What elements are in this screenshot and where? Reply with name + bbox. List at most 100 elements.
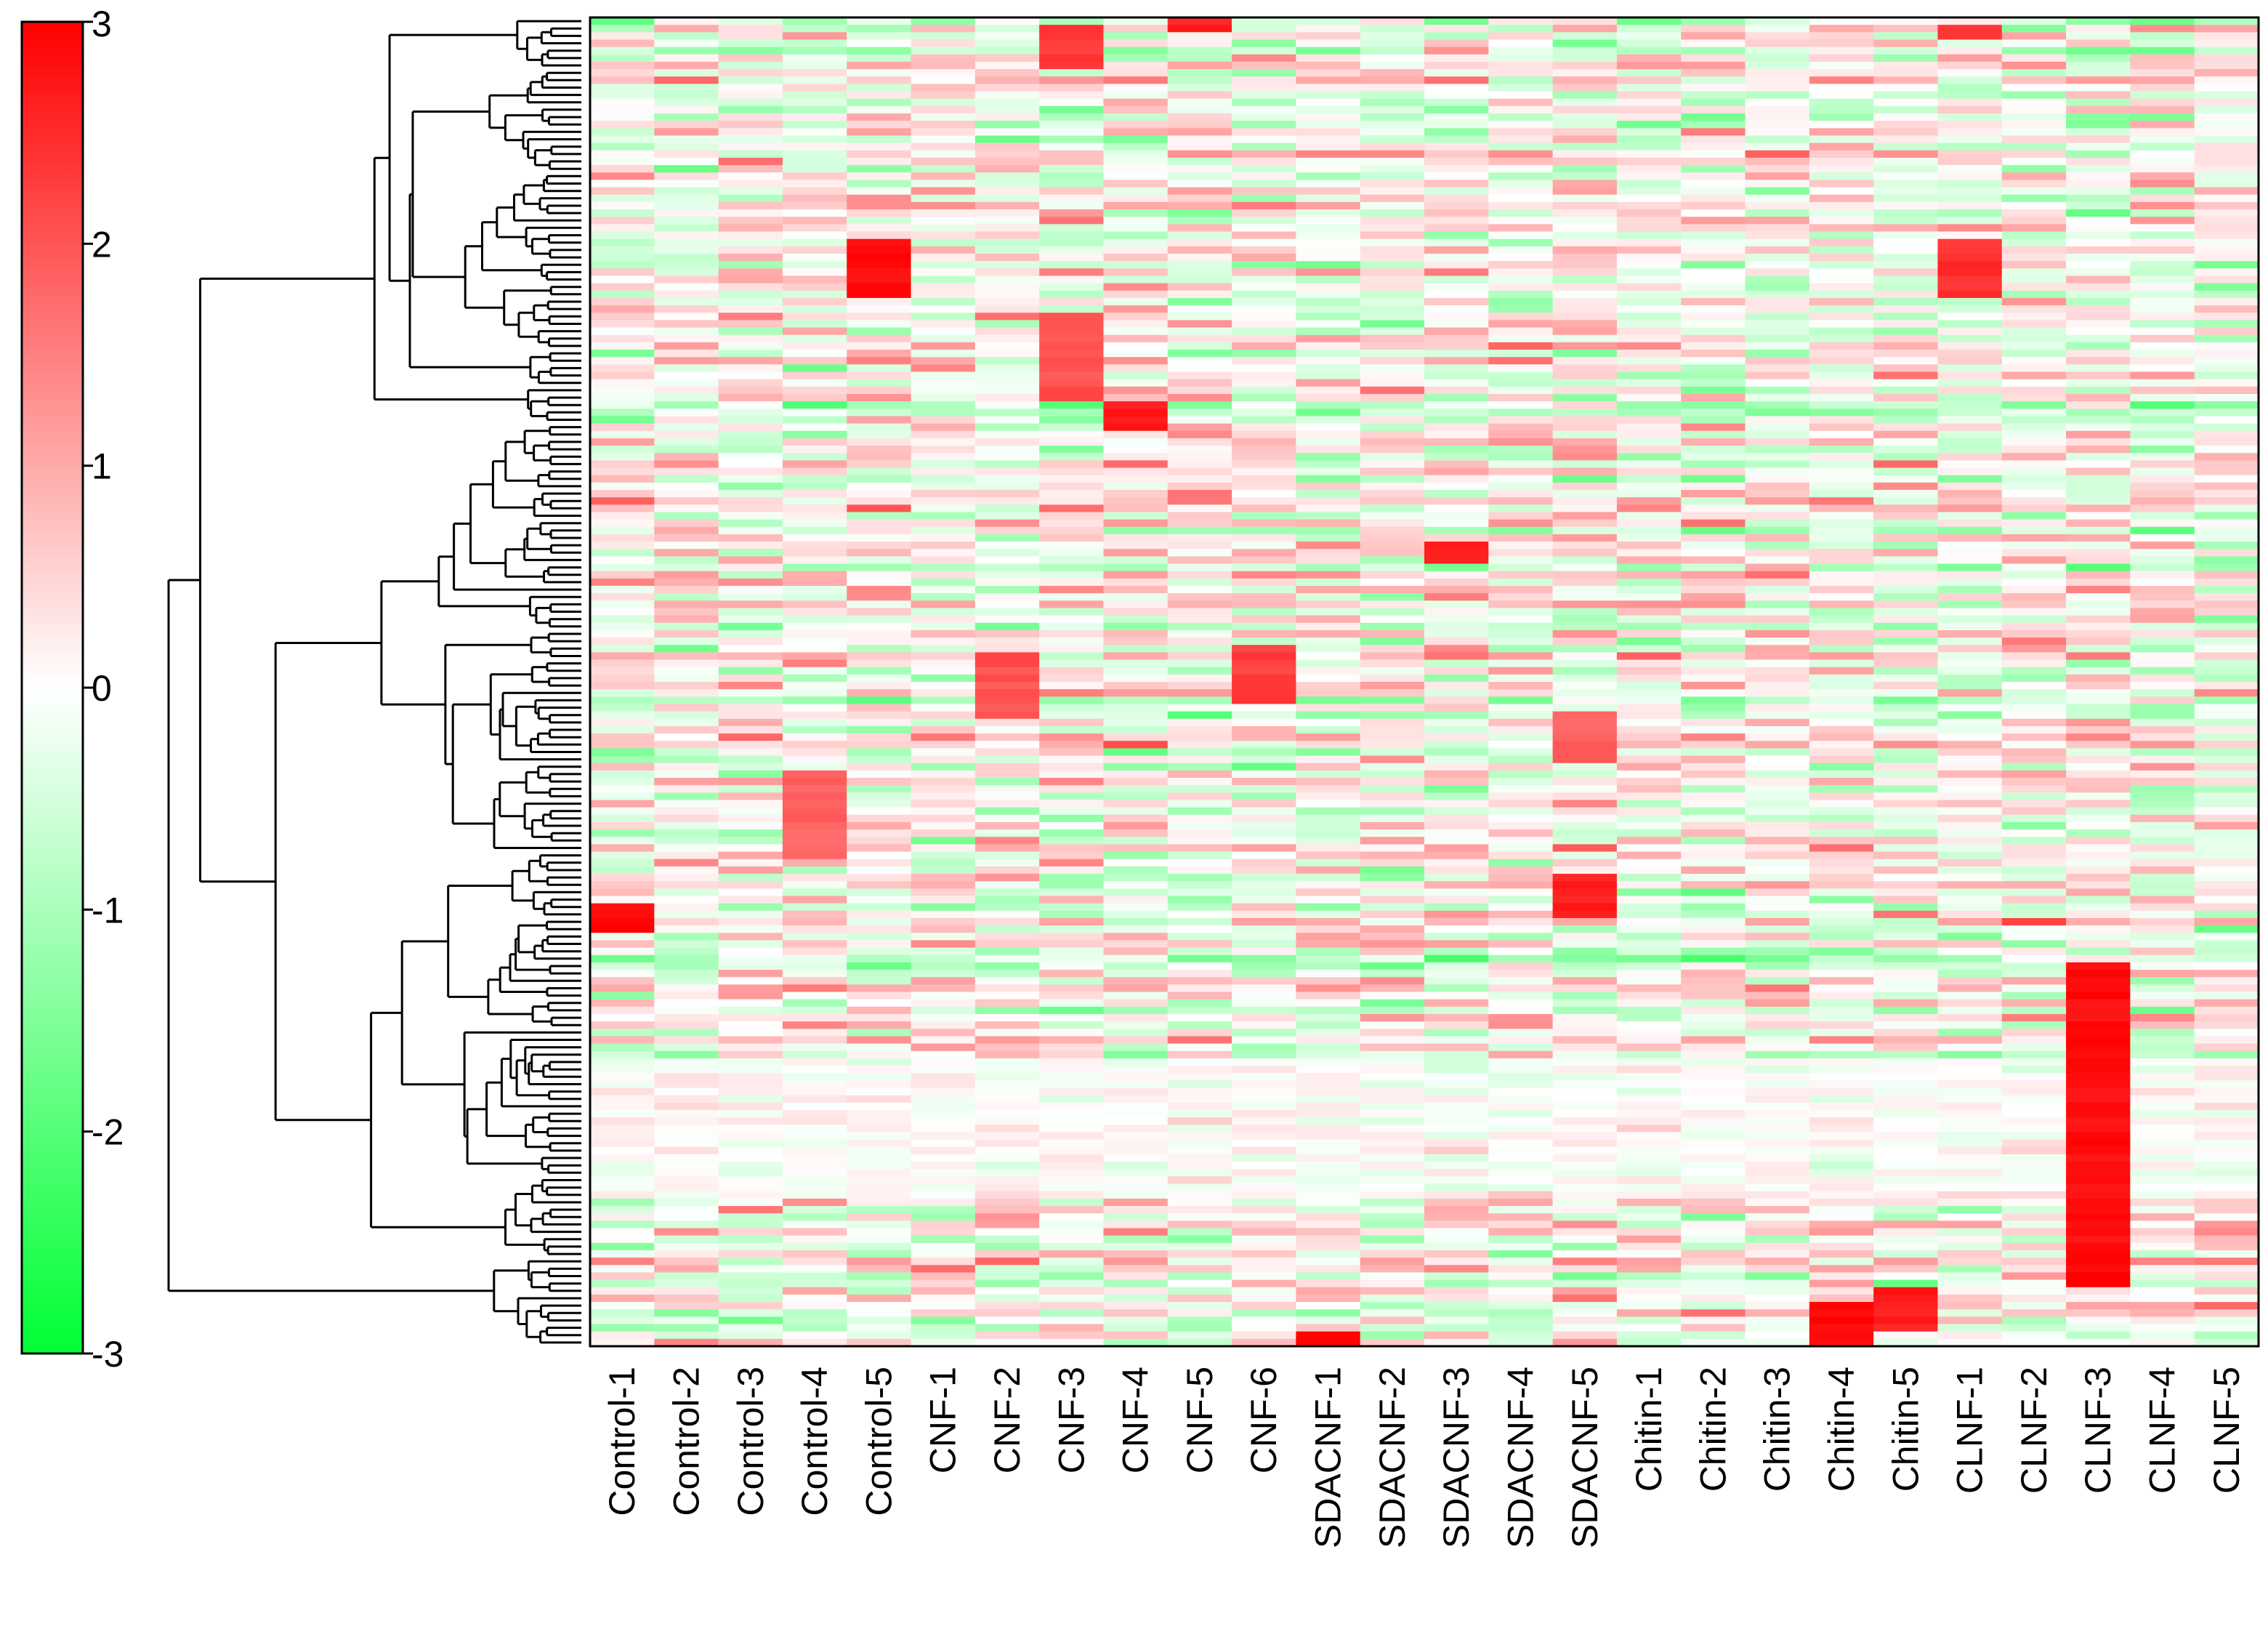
heatmap-cell xyxy=(1553,475,1618,483)
heatmap-cell xyxy=(1873,1073,1938,1081)
heatmap-cell xyxy=(911,527,976,535)
heatmap-cell xyxy=(1360,844,1425,852)
heatmap-cell xyxy=(2002,992,2067,1000)
heatmap-cell xyxy=(590,1287,655,1295)
heatmap-cell xyxy=(1168,364,1232,372)
heatmap-cell xyxy=(1168,888,1232,896)
heatmap-cell xyxy=(1809,808,1874,816)
heatmap-cell xyxy=(1360,460,1425,468)
heatmap-cell xyxy=(1809,682,1874,690)
heatmap-cell xyxy=(1168,1169,1232,1177)
heatmap-cell xyxy=(847,1125,911,1133)
heatmap-cell xyxy=(1553,371,1618,379)
heatmap-cell xyxy=(590,490,655,498)
heatmap-cell xyxy=(2066,756,2131,764)
heatmap-cell xyxy=(911,800,976,808)
heatmap-cell xyxy=(2130,630,2195,638)
heatmap-cell xyxy=(1296,1302,1360,1310)
heatmap-cell xyxy=(1873,1007,1938,1015)
heatmap-cell xyxy=(1873,896,1938,904)
heatmap-cell xyxy=(1103,512,1168,520)
heatmap-cell xyxy=(1937,113,2002,121)
heatmap-cell xyxy=(2066,1206,2131,1214)
heatmap-cell xyxy=(1424,675,1489,683)
heatmap-cell xyxy=(1296,579,1360,587)
heatmap-cell xyxy=(1553,984,1618,992)
heatmap-cell xyxy=(1424,121,1489,129)
heatmap-cell xyxy=(1424,268,1489,276)
heatmap-cell xyxy=(2066,667,2131,675)
heatmap-cell xyxy=(1103,291,1168,299)
heatmap-cell xyxy=(1553,357,1618,365)
heatmap-cell xyxy=(1553,933,1618,941)
heatmap-cell xyxy=(1360,490,1425,498)
heatmap-cell xyxy=(1424,984,1489,992)
heatmap-cell xyxy=(1681,1132,1746,1140)
heatmap-cell xyxy=(2002,1014,2067,1022)
heatmap-cell xyxy=(1232,852,1296,860)
heatmap-cell xyxy=(1168,771,1232,779)
heatmap-cell xyxy=(783,652,847,660)
heatmap-cell xyxy=(1039,925,1104,933)
heatmap-cell xyxy=(975,401,1040,409)
heatmap-cell xyxy=(590,1199,655,1207)
heatmap-cell xyxy=(975,608,1040,616)
heatmap-cell xyxy=(1553,1169,1618,1177)
heatmap-cell xyxy=(783,888,847,896)
heatmap-cell xyxy=(1809,874,1874,882)
heatmap-cell xyxy=(1937,881,2002,889)
heatmap-cell xyxy=(1424,298,1489,306)
heatmap-cell xyxy=(911,431,976,439)
heatmap-cell xyxy=(1488,239,1553,247)
heatmap-cell xyxy=(1488,778,1553,786)
heatmap-cell xyxy=(2002,888,2067,896)
heatmap-cell xyxy=(719,1184,783,1192)
heatmap-cell xyxy=(590,1265,655,1273)
heatmap-cell xyxy=(1553,483,1618,491)
heatmap-cell xyxy=(1424,1316,1489,1324)
heatmap-cell xyxy=(1488,844,1553,852)
heatmap-cell xyxy=(1746,1176,1810,1184)
heatmap-cell xyxy=(1488,121,1553,129)
heatmap-cell xyxy=(783,1117,847,1125)
heatmap-cell xyxy=(2002,335,2067,343)
heatmap-cell xyxy=(1232,305,1296,313)
heatmap-cell xyxy=(1553,600,1618,608)
heatmap-cell xyxy=(1360,1169,1425,1177)
heatmap-cell xyxy=(1937,298,2002,306)
heatmap-cell xyxy=(1168,660,1232,668)
heatmap-cell xyxy=(1873,682,1938,690)
heatmap-cell xyxy=(911,1140,976,1148)
heatmap-cell xyxy=(847,158,911,166)
heatmap-cell xyxy=(2130,593,2195,601)
heatmap-cell xyxy=(847,1117,911,1125)
heatmap-cell xyxy=(2066,1021,2131,1029)
heatmap-cell xyxy=(1232,121,1296,129)
heatmap-cell xyxy=(1424,1140,1489,1148)
heatmap-cell xyxy=(1617,268,1682,276)
heatmap-cell xyxy=(1937,1332,2002,1340)
heatmap-cell xyxy=(1232,682,1296,690)
heatmap-cell xyxy=(783,808,847,816)
heatmap-cell xyxy=(1746,726,1810,734)
heatmap-cell xyxy=(1232,977,1296,985)
heatmap-cell xyxy=(719,202,783,210)
heatmap-cell xyxy=(590,1169,655,1177)
heatmap-cell xyxy=(1488,955,1553,963)
heatmap-cell xyxy=(911,409,976,417)
heatmap-cell xyxy=(911,593,976,601)
heatmap-cell xyxy=(719,1199,783,1207)
heatmap-cell xyxy=(719,379,783,387)
heatmap-cell xyxy=(783,844,847,852)
heatmap-cell xyxy=(1809,1014,1874,1022)
heatmap-cell xyxy=(1360,416,1425,424)
heatmap-cell xyxy=(1103,106,1168,114)
heatmap-cell xyxy=(1039,438,1104,446)
heatmap-cell xyxy=(1553,652,1618,660)
heatmap-cell xyxy=(1937,320,2002,328)
heatmap-cell xyxy=(1296,800,1360,808)
heatmap-cell xyxy=(1039,844,1104,852)
heatmap-cell xyxy=(2130,113,2195,121)
heatmap-cell xyxy=(975,1199,1040,1207)
heatmap-cell xyxy=(1488,320,1553,328)
